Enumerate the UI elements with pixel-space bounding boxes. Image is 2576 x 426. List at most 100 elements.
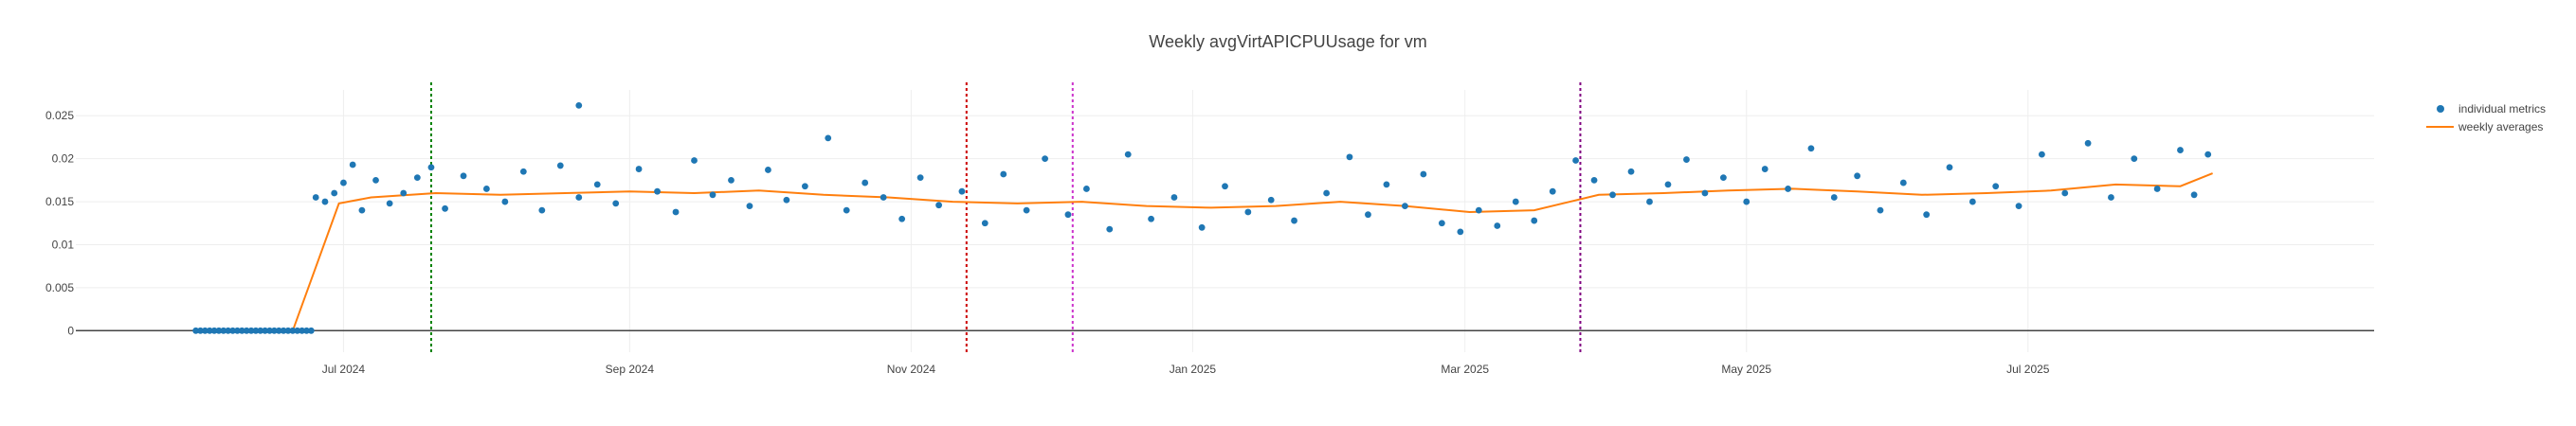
data-point[interactable] <box>413 174 421 182</box>
data-point[interactable] <box>501 198 509 205</box>
data-point[interactable] <box>843 206 850 214</box>
data-point[interactable] <box>612 200 620 207</box>
data-point[interactable] <box>519 168 527 175</box>
data-point[interactable] <box>215 327 223 334</box>
data-point[interactable] <box>2153 186 2161 192</box>
data-point[interactable] <box>1402 203 1408 210</box>
data-point[interactable] <box>1743 198 1751 205</box>
data-point[interactable] <box>801 183 808 190</box>
data-point[interactable] <box>1720 174 1727 182</box>
data-point[interactable] <box>442 204 448 212</box>
data-point[interactable] <box>1830 194 1838 201</box>
data-point[interactable] <box>2084 139 2092 147</box>
data-point[interactable] <box>1946 164 1953 171</box>
data-point[interactable] <box>482 186 490 192</box>
data-point[interactable] <box>783 196 790 204</box>
data-point[interactable] <box>386 200 393 207</box>
data-point[interactable] <box>1923 211 1931 219</box>
data-point[interactable] <box>210 327 218 334</box>
data-point[interactable] <box>1267 196 1275 204</box>
data-point[interactable] <box>2204 151 2212 158</box>
data-point[interactable] <box>1646 198 1653 205</box>
data-point[interactable] <box>1365 211 1371 219</box>
data-point[interactable] <box>2177 147 2184 153</box>
data-point[interactable] <box>349 161 356 169</box>
data-point[interactable] <box>340 179 347 186</box>
data-point[interactable] <box>372 176 379 184</box>
data-point[interactable] <box>916 174 924 182</box>
data-point[interactable] <box>1701 189 1709 197</box>
data-point[interactable] <box>672 208 680 216</box>
legend[interactable]: individual metrics weekly averages <box>2426 102 2546 133</box>
data-point[interactable] <box>243 327 250 334</box>
data-point[interactable] <box>1148 215 1154 222</box>
data-point[interactable] <box>303 327 310 334</box>
legend-item-individual-metrics[interactable]: individual metrics <box>2437 102 2546 115</box>
data-point[interactable] <box>1627 168 1635 175</box>
outlier-point[interactable] <box>575 101 583 109</box>
data-point[interactable] <box>289 327 297 334</box>
data-point[interactable] <box>331 189 338 197</box>
data-point[interactable] <box>312 194 319 201</box>
data-point[interactable] <box>728 176 735 184</box>
data-point[interactable] <box>2015 203 2023 210</box>
data-point[interactable] <box>270 327 278 334</box>
data-point[interactable] <box>1475 206 1482 214</box>
data-point[interactable] <box>556 162 564 169</box>
data-point[interactable] <box>275 327 282 334</box>
data-point[interactable] <box>765 167 771 173</box>
data-point[interactable] <box>1124 151 1132 158</box>
data-point[interactable] <box>709 191 717 199</box>
data-point[interactable] <box>1420 170 1427 178</box>
data-point[interactable] <box>229 327 236 334</box>
data-point[interactable] <box>2038 151 2045 158</box>
data-point[interactable] <box>1877 206 1884 214</box>
data-point[interactable] <box>460 172 467 180</box>
data-point[interactable] <box>880 194 887 201</box>
data-point[interactable] <box>266 327 273 334</box>
data-point[interactable] <box>1968 198 1976 205</box>
data-point[interactable] <box>1664 181 1672 188</box>
data-point[interactable] <box>225 327 232 334</box>
data-point[interactable] <box>691 157 698 164</box>
data-point[interactable] <box>1683 156 1690 163</box>
data-point[interactable] <box>358 206 366 214</box>
data-point[interactable] <box>1064 211 1072 219</box>
data-point[interactable] <box>197 327 204 334</box>
data-point[interactable] <box>1106 225 1114 233</box>
data-point[interactable] <box>1346 153 1353 161</box>
data-point[interactable] <box>220 327 227 334</box>
data-point[interactable] <box>654 187 661 195</box>
data-point[interactable] <box>862 179 869 186</box>
data-point[interactable] <box>1494 222 1501 229</box>
data-point[interactable] <box>1531 217 1538 224</box>
data-point[interactable] <box>1807 145 1815 152</box>
data-point[interactable] <box>238 327 245 334</box>
data-point[interactable] <box>593 181 601 188</box>
data-point[interactable] <box>2061 189 2069 197</box>
data-point[interactable] <box>1170 194 1178 201</box>
data-point[interactable] <box>1572 157 1579 164</box>
data-point[interactable] <box>192 327 200 334</box>
data-point[interactable] <box>1438 220 1445 227</box>
data-point[interactable] <box>825 134 832 142</box>
data-point[interactable] <box>1291 217 1297 224</box>
data-point[interactable] <box>252 327 260 334</box>
data-point[interactable] <box>1512 198 1519 205</box>
data-point[interactable] <box>2131 155 2138 163</box>
data-point[interactable] <box>206 327 213 334</box>
data-point[interactable] <box>746 203 753 210</box>
data-point[interactable] <box>2190 191 2198 199</box>
data-point[interactable] <box>321 198 329 205</box>
data-point[interactable] <box>299 327 306 334</box>
data-point[interactable] <box>1992 183 2000 190</box>
data-point[interactable] <box>1785 186 1791 192</box>
data-point[interactable] <box>1609 191 1616 199</box>
data-point[interactable] <box>1198 223 1206 231</box>
data-point[interactable] <box>1023 206 1030 214</box>
data-point[interactable] <box>2108 194 2114 201</box>
data-point[interactable] <box>1899 179 1907 186</box>
data-point[interactable] <box>635 166 643 172</box>
data-point[interactable] <box>1383 181 1390 188</box>
data-point[interactable] <box>257 327 264 334</box>
